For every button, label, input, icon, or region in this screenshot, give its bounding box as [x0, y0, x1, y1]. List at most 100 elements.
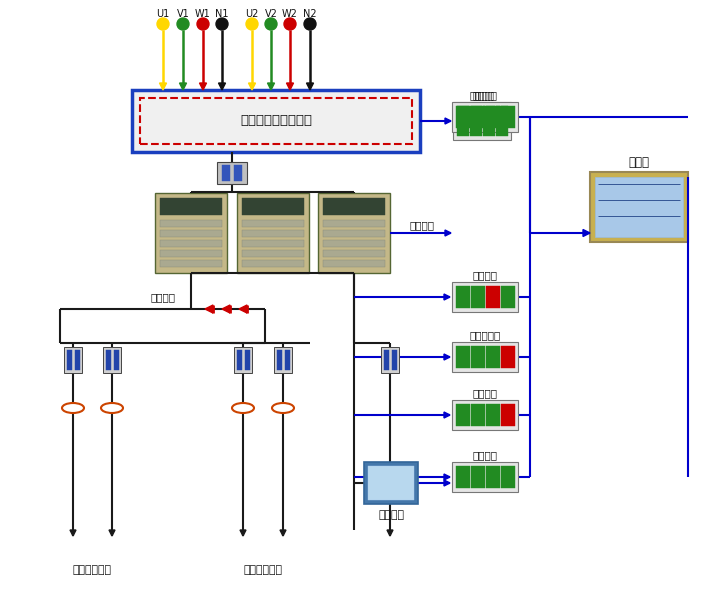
Bar: [452, 400, 518, 430]
Text: U1: U1: [157, 9, 170, 19]
Polygon shape: [240, 530, 246, 536]
Bar: [318, 193, 390, 273]
Text: 降压装置: 降压装置: [150, 292, 176, 302]
Polygon shape: [199, 83, 206, 90]
Bar: [456, 106, 468, 136]
Circle shape: [177, 18, 189, 30]
Bar: [244, 350, 249, 370]
Circle shape: [157, 18, 169, 30]
Bar: [501, 106, 515, 128]
Bar: [453, 102, 511, 140]
Bar: [486, 346, 500, 368]
Bar: [160, 230, 222, 237]
Bar: [155, 193, 227, 273]
Bar: [456, 466, 470, 488]
Bar: [160, 260, 222, 267]
Bar: [486, 286, 500, 308]
Text: 通讯总线: 通讯总线: [409, 220, 434, 230]
Polygon shape: [387, 530, 393, 536]
Polygon shape: [444, 412, 450, 418]
Text: V1: V1: [177, 9, 190, 19]
Bar: [242, 240, 304, 247]
Text: 蓄电池组: 蓄电池组: [378, 510, 404, 520]
Bar: [242, 220, 304, 227]
Bar: [470, 466, 484, 488]
Bar: [160, 240, 222, 247]
Text: 合闸输出回路: 合闸输出回路: [244, 565, 282, 575]
Bar: [470, 286, 484, 308]
Bar: [470, 404, 484, 426]
Bar: [383, 350, 388, 370]
Bar: [277, 350, 282, 370]
Bar: [590, 172, 688, 242]
Bar: [237, 193, 309, 273]
Text: 直流监控: 直流监控: [472, 270, 498, 280]
Bar: [242, 260, 304, 267]
Bar: [452, 102, 518, 132]
Text: W1: W1: [195, 9, 211, 19]
Text: N1: N1: [216, 9, 229, 19]
Polygon shape: [70, 530, 76, 536]
Text: 开关量监控: 开关量监控: [470, 330, 501, 340]
Text: N2: N2: [303, 9, 317, 19]
Bar: [160, 198, 222, 215]
Bar: [501, 346, 515, 368]
Circle shape: [246, 18, 258, 30]
Bar: [323, 240, 385, 247]
Text: 主监控: 主监控: [628, 156, 649, 169]
Bar: [381, 347, 399, 373]
Bar: [323, 250, 385, 257]
Bar: [242, 230, 304, 237]
Bar: [114, 350, 119, 370]
Polygon shape: [239, 305, 247, 313]
Bar: [470, 346, 484, 368]
Bar: [234, 347, 252, 373]
Bar: [323, 198, 385, 215]
Bar: [74, 350, 79, 370]
Polygon shape: [445, 118, 451, 124]
Bar: [456, 286, 470, 308]
Polygon shape: [444, 474, 450, 480]
Bar: [456, 404, 470, 426]
Bar: [64, 347, 82, 373]
Text: 绝缘监控: 绝缘监控: [472, 388, 498, 398]
Text: 双电源自动切换装置: 双电源自动切换装置: [240, 114, 312, 127]
Bar: [323, 260, 385, 267]
Bar: [470, 106, 482, 136]
Polygon shape: [286, 83, 293, 90]
Bar: [222, 165, 230, 181]
Bar: [237, 350, 241, 370]
Polygon shape: [267, 83, 274, 90]
Bar: [103, 347, 121, 373]
Polygon shape: [307, 83, 314, 90]
Bar: [284, 350, 289, 370]
Bar: [452, 342, 518, 372]
Bar: [242, 250, 304, 257]
Polygon shape: [222, 305, 230, 313]
Bar: [501, 466, 515, 488]
Text: 交流监控: 交流监控: [470, 90, 494, 100]
Bar: [452, 282, 518, 312]
Bar: [323, 220, 385, 227]
Bar: [501, 286, 515, 308]
Bar: [368, 466, 414, 500]
Bar: [140, 98, 412, 144]
Bar: [160, 220, 222, 227]
Bar: [470, 106, 484, 128]
Polygon shape: [445, 230, 451, 236]
Bar: [234, 165, 241, 181]
Bar: [242, 198, 304, 215]
Bar: [217, 162, 247, 184]
Polygon shape: [218, 83, 225, 90]
Bar: [456, 106, 470, 128]
Circle shape: [216, 18, 228, 30]
Bar: [160, 250, 222, 257]
Polygon shape: [583, 230, 590, 237]
Bar: [323, 230, 385, 237]
Text: 电池巡检: 电池巡检: [472, 450, 498, 460]
Bar: [67, 350, 72, 370]
Bar: [274, 347, 292, 373]
Text: U2: U2: [245, 9, 259, 19]
Bar: [132, 90, 420, 152]
Polygon shape: [249, 83, 256, 90]
